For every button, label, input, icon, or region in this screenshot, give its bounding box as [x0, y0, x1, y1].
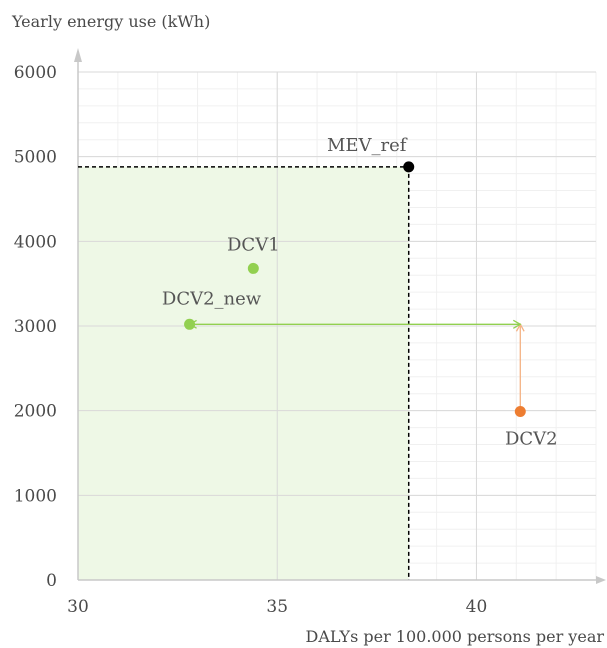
data-point-dcv2	[514, 406, 526, 418]
data-label-dcv2-new: DCV2_new	[162, 288, 262, 309]
y-tick-label: 5000	[14, 148, 57, 168]
data-point-mev-ref	[403, 161, 415, 173]
arrow-start-cap	[512, 319, 522, 329]
data-point-dcv1	[247, 262, 259, 274]
x-axis-arrowhead	[596, 576, 606, 584]
x-tick-label: 35	[266, 597, 288, 617]
y-axis-title: Yearly energy use (kWh)	[11, 12, 210, 31]
y-tick-label: 3000	[14, 317, 57, 337]
y-tick-label: 1000	[14, 486, 57, 506]
y-tick-label: 6000	[14, 63, 57, 83]
data-label-dcv2: DCV2	[505, 429, 558, 450]
plot-area: 0 1000 2000 3000 4000 5000 6000 30 35 40 MEV_ref DC…	[14, 48, 606, 617]
x-axis-title: DALYs per 100.000 persons per year	[306, 627, 605, 646]
y-axis-arrowhead	[74, 48, 82, 62]
data-point-dcv2-new	[184, 318, 196, 330]
y-tick-label: 0	[46, 571, 57, 591]
y-tick-label: 4000	[14, 232, 57, 252]
data-label-dcv1: DCV1	[227, 234, 280, 255]
data-label-mev-ref: MEV_ref	[327, 135, 408, 156]
x-tick-label: 30	[67, 597, 89, 617]
x-tick-label: 40	[466, 597, 488, 617]
y-tick-label: 2000	[14, 402, 57, 422]
reference-region	[78, 166, 409, 580]
